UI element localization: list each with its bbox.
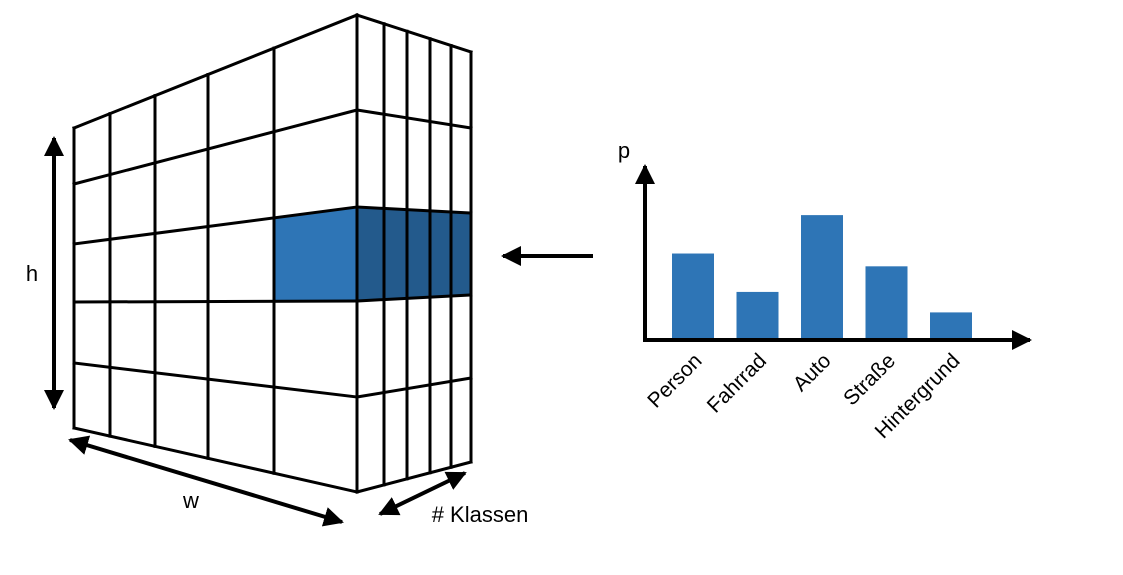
- front-row-line: [72, 13, 359, 130]
- width-arrow: [68, 435, 344, 527]
- front-row-line: [72, 108, 359, 186]
- output-tensor-block: [72, 13, 473, 494]
- bar-straße: [865, 266, 908, 338]
- y-axis-label: p: [618, 138, 630, 163]
- bar-fahrrad: [736, 291, 779, 338]
- side-row-line: [355, 376, 473, 399]
- category-label: Fahrrad: [703, 349, 771, 417]
- front-row-line: [72, 361, 359, 399]
- highlight-side-face: [357, 207, 471, 301]
- side-row-line: [355, 13, 473, 54]
- bar-hintergrund: [930, 312, 972, 338]
- classes-arrow: [378, 471, 467, 516]
- dimension-arrows: h w # Klassen: [26, 136, 529, 527]
- front-row-line: [72, 299, 359, 304]
- side-row-line: [355, 108, 473, 130]
- category-label: Straße: [839, 349, 900, 410]
- highlighted-pixel-row: [274, 207, 471, 301]
- width-label: w: [182, 488, 199, 513]
- classes-label: # Klassen: [432, 502, 529, 527]
- bars: [672, 215, 972, 338]
- bar-person: [672, 253, 714, 338]
- category-label: Auto: [789, 349, 836, 396]
- height-label: h: [26, 261, 38, 286]
- bar-auto: [801, 215, 843, 338]
- front-row-line: [72, 205, 359, 246]
- highlight-front-face: [274, 207, 357, 301]
- category-label: Person: [643, 349, 706, 412]
